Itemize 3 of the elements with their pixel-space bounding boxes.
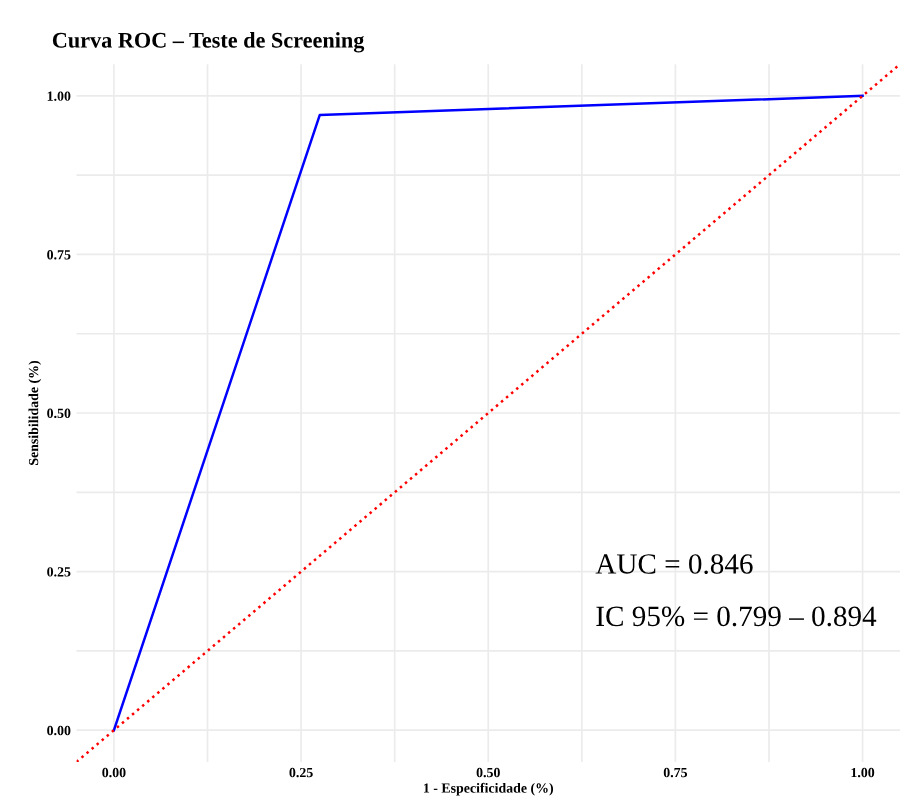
annotation: AUC = 0.846 [595,554,753,574]
annotation: IC 95% = 0.799 – 0.894 [596,606,877,627]
chart-title: Curva ROC – Teste de Screening [52,32,365,53]
